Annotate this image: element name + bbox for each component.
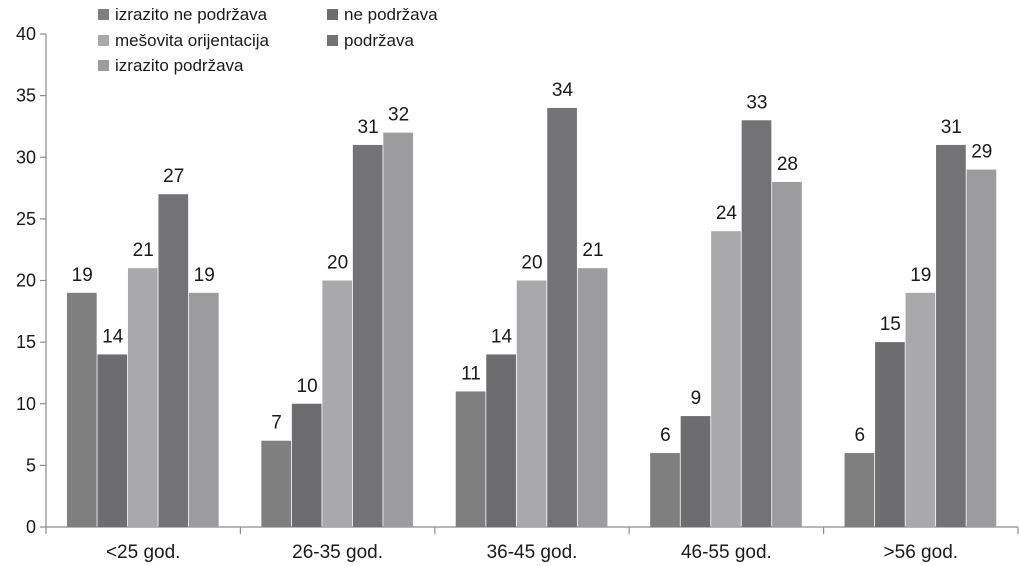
y-tick-label: 30 xyxy=(16,147,36,167)
bar xyxy=(322,280,353,527)
data-labels: 1914212719710203132111420342169243328615… xyxy=(72,80,993,446)
bar xyxy=(966,169,997,527)
data-label: 19 xyxy=(72,265,93,286)
data-label: 6 xyxy=(855,425,866,446)
x-axis: <25 god. 26-35 god. 36-45 god. 46-55 god. >5… xyxy=(45,526,1019,563)
legend-background xyxy=(80,2,530,86)
data-label: 7 xyxy=(271,413,282,434)
bar xyxy=(516,280,547,527)
bar xyxy=(66,292,97,527)
data-label: 20 xyxy=(327,253,348,274)
data-label: 6 xyxy=(660,425,671,446)
bar xyxy=(741,120,772,528)
data-label: 15 xyxy=(880,314,901,335)
x-category-label: 46-55 god. xyxy=(681,542,772,563)
legend-label: ne podržava xyxy=(344,5,438,24)
legend-swatch xyxy=(327,9,338,20)
data-label: 27 xyxy=(163,166,184,187)
y-axis: 0 5 10 15 20 25 30 35 40 xyxy=(16,24,47,537)
bar xyxy=(936,144,966,528)
legend-label: izrazito ne podržava xyxy=(115,5,268,24)
y-tick-label: 15 xyxy=(16,332,36,352)
y-tick-label: 25 xyxy=(16,209,36,229)
y-tick-label: 0 xyxy=(26,517,36,537)
bar xyxy=(261,440,292,527)
data-label: 31 xyxy=(941,117,962,138)
legend-label: mešovita orijentacija xyxy=(115,31,270,50)
bar xyxy=(577,268,608,527)
bar xyxy=(772,181,802,527)
legend-label: izrazito podržava xyxy=(115,56,244,75)
bar xyxy=(711,231,741,527)
bar xyxy=(680,416,711,527)
x-category-label: <25 god. xyxy=(106,542,181,563)
data-label: 11 xyxy=(461,363,481,384)
y-tick-label: 20 xyxy=(16,271,36,291)
data-label: 33 xyxy=(746,92,767,113)
legend-swatch xyxy=(98,35,109,46)
data-label: 10 xyxy=(297,376,318,397)
x-category-label: 26-35 god. xyxy=(292,542,383,563)
bar xyxy=(486,354,516,527)
data-label: 28 xyxy=(777,154,798,175)
bar xyxy=(97,354,128,527)
bar xyxy=(352,144,383,528)
y-tick-label: 40 xyxy=(16,24,36,44)
data-label: 19 xyxy=(194,265,215,286)
data-label: 34 xyxy=(552,80,574,101)
legend: izrazito ne podržava ne podržava mešovita … xyxy=(80,2,530,86)
bar xyxy=(127,268,158,527)
bars xyxy=(66,107,997,528)
data-label: 9 xyxy=(691,388,702,409)
legend-swatch xyxy=(327,35,338,46)
data-label: 20 xyxy=(521,253,542,274)
y-tick-label: 10 xyxy=(16,394,36,414)
data-label: 14 xyxy=(102,326,124,347)
data-label: 31 xyxy=(358,117,379,138)
bar xyxy=(188,292,219,527)
y-tick-label: 5 xyxy=(26,455,36,475)
data-label: 21 xyxy=(133,240,154,261)
x-category-label: 36-45 god. xyxy=(487,542,578,563)
data-label: 14 xyxy=(491,326,513,347)
bar xyxy=(291,403,322,527)
bar xyxy=(875,342,905,527)
legend-swatch xyxy=(98,60,109,71)
bar xyxy=(547,107,577,527)
bar xyxy=(455,391,486,527)
bar xyxy=(158,194,189,527)
bar xyxy=(650,453,680,527)
bar xyxy=(383,132,414,527)
data-label: 19 xyxy=(910,265,931,286)
x-category-label: >56 god. xyxy=(884,542,959,563)
data-label: 32 xyxy=(388,105,409,126)
data-label: 29 xyxy=(971,142,992,163)
legend-label: podržava xyxy=(344,31,414,50)
data-label: 24 xyxy=(716,203,738,224)
data-label: 21 xyxy=(582,240,603,261)
legend-swatch xyxy=(98,9,109,20)
y-tick-label: 35 xyxy=(16,86,36,106)
bar xyxy=(905,292,936,527)
bar xyxy=(844,453,875,527)
